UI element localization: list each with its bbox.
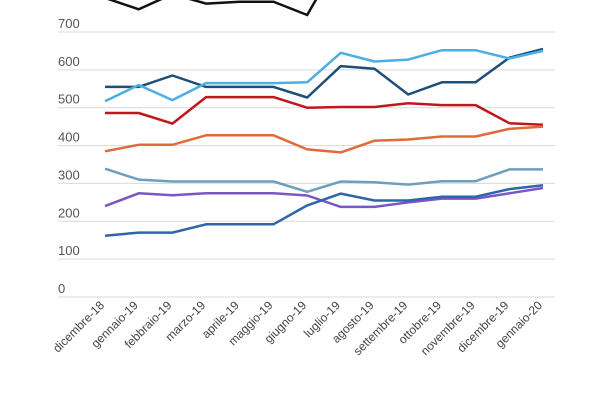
series-line-series-purple [104, 186, 544, 209]
series-line-series-orange [104, 125, 544, 154]
series-line-series-black [107, 0, 318, 17]
y-tick-label: 600 [58, 54, 80, 69]
y-tick-label: 200 [58, 205, 80, 220]
y-tick-label: 700 [58, 16, 80, 31]
y-tick-label: 100 [58, 243, 80, 258]
y-tick-label: 300 [58, 167, 80, 182]
gridlines [58, 31, 555, 298]
series-lines [104, 0, 544, 237]
series-line-series-light-blue [104, 48, 544, 103]
x-axis-ticks: dicembre-18gennaio-19febbraio-19marzo-19… [50, 298, 545, 358]
y-tick-label: 0 [58, 281, 65, 296]
series-line-series-red [105, 95, 544, 127]
series-line-series-blue [104, 184, 544, 237]
y-tick-label: 400 [58, 130, 80, 145]
series-line-series-navy [105, 47, 544, 99]
y-tick-label: 500 [58, 92, 80, 107]
y-axis-ticks: 0 100 200 300 400 500 600 700 [58, 16, 80, 296]
series-line-series-steel [104, 167, 543, 194]
